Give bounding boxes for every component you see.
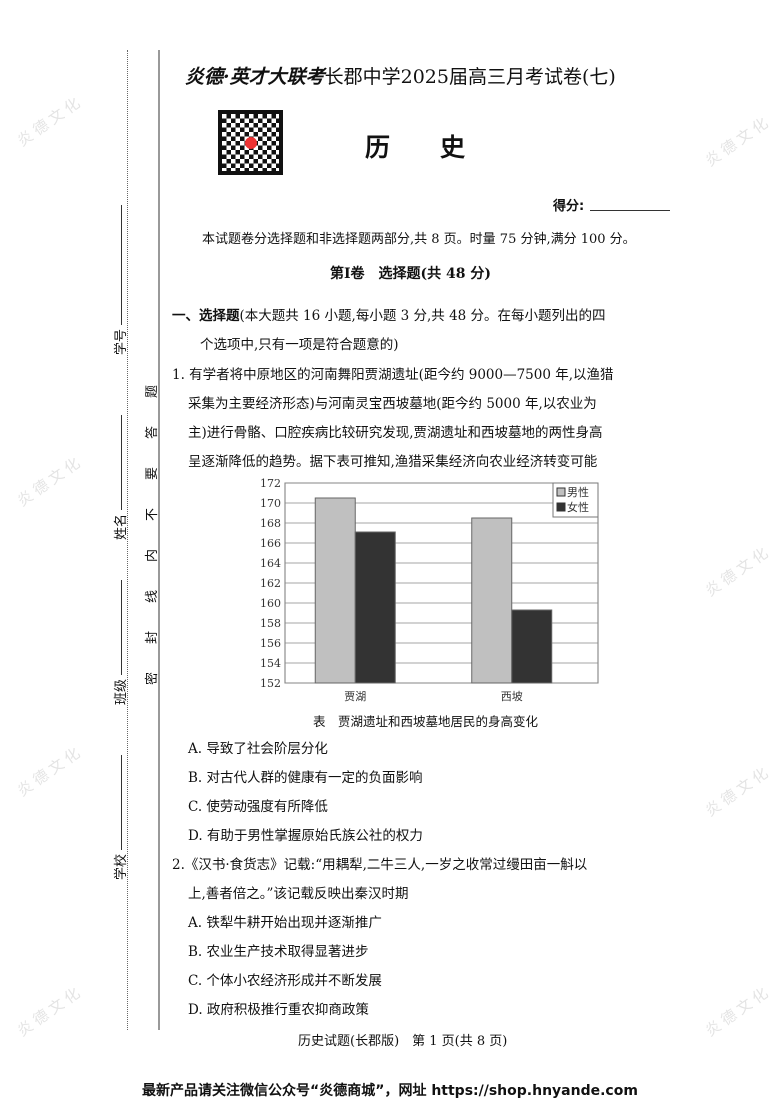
school-field[interactable]: 学校 xyxy=(110,754,129,880)
bar-男性 xyxy=(314,497,356,684)
y-tick-label: 166 xyxy=(260,537,281,550)
x-tick-label: 贾湖 xyxy=(344,690,366,703)
logo-icon xyxy=(245,137,257,149)
watermark: 炎德文化 xyxy=(13,741,87,801)
x-tick-label: 西坡 xyxy=(501,690,523,703)
promo-banner: 最新产品请关注微信公众号“炎德商城”，网址 https://shop.hnyan… xyxy=(142,1083,638,1099)
score-label: 得分: xyxy=(553,199,585,214)
class-field[interactable]: 班级 xyxy=(110,579,129,705)
part-text: 个选项中,只有一项是符合题意的) xyxy=(200,337,399,353)
page-footer: 历史试题(长郡版) 第 1 页(共 8 页) xyxy=(298,1034,508,1049)
fold-line xyxy=(127,50,128,1030)
watermark: 炎德文化 xyxy=(701,981,775,1041)
question-1-line: 主)进行骨骼、口腔疾病比较研究发现,贾湖遗址和西坡墓地的两性身高 xyxy=(188,425,603,441)
title: 长郡中学2025届高三月考试卷(七) xyxy=(324,66,616,88)
subject-title: 历 史 xyxy=(365,133,466,162)
y-tick-label: 164 xyxy=(260,557,281,570)
q2-option-c[interactable]: C. 个体小农经济形成并不断发展 xyxy=(188,973,382,989)
y-tick-label: 168 xyxy=(260,517,281,530)
legend-label: 男性 xyxy=(567,485,589,499)
q2-option-d[interactable]: D. 政府积极推行重农抑商政策 xyxy=(188,1002,369,1018)
bar-男性 xyxy=(471,517,513,684)
field-label: 学号 xyxy=(114,328,129,355)
field-label: 班级 xyxy=(114,678,129,705)
margin-rule xyxy=(158,50,160,1030)
question-1-line: 1. 有学者将中原地区的河南舞阳贾湖遗址(距今约 9000—7500 年,以渔猎 xyxy=(172,367,614,383)
y-tick-label: 170 xyxy=(260,497,281,510)
legend-swatch xyxy=(556,487,566,497)
watermark: 炎德文化 xyxy=(701,111,775,171)
bar-女性 xyxy=(511,609,553,684)
y-tick-label: 156 xyxy=(260,637,281,650)
watermark: 炎德文化 xyxy=(13,91,87,151)
q2-option-b[interactable]: B. 农业生产技术取得显著进步 xyxy=(188,944,369,960)
q1-option-b[interactable]: B. 对古代人群的健康有一定的负面影响 xyxy=(188,770,423,786)
y-tick-label: 158 xyxy=(260,617,281,630)
watermark: 炎德文化 xyxy=(13,451,87,511)
score-field[interactable] xyxy=(590,210,670,211)
brand: 炎德·英才大联考 xyxy=(185,66,325,88)
exam-title: 炎德·英才大联考长郡中学2025届高三月考试卷(七) xyxy=(185,62,616,89)
legend-label: 女性 xyxy=(567,500,589,514)
field-label: 学校 xyxy=(114,853,129,880)
student-number-field[interactable]: 学号 xyxy=(110,204,129,355)
intro: 本试题卷分选择题和非选择题两部分,共 8 页。时量 75 分钟,满分 100 分… xyxy=(202,232,636,247)
name-field[interactable]: 姓名 xyxy=(110,414,129,540)
qr-code xyxy=(218,110,283,175)
y-tick-label: 152 xyxy=(260,677,281,690)
part-heading: 一、选择题(本大题共 16 小题,每小题 3 分,共 48 分。在每小题列出的四 xyxy=(172,302,606,331)
watermark: 炎德文化 xyxy=(13,981,87,1041)
height-bar-chart: 152 154 156 158 160 162 164 166 168 170 172 贾湖 西坡 男性女… xyxy=(260,477,599,703)
y-tick-label: 172 xyxy=(260,477,281,490)
part-label: 一、选择题 xyxy=(172,308,240,324)
q1-option-c[interactable]: C. 使劳动强度有所降低 xyxy=(188,799,328,815)
part-text: (本大题共 16 小题,每小题 3 分,共 48 分。在每小题列出的四 xyxy=(239,308,606,324)
q1-option-d[interactable]: D. 有助于男性掌握原始氏族公社的权力 xyxy=(188,828,423,844)
y-tick-label: 154 xyxy=(260,657,281,670)
section-title: 第Ⅰ卷 选择题(共 48 分) xyxy=(330,266,492,282)
question-1-line: 呈逐渐降低的趋势。据下表可推知,渔猎采集经济向农业经济转变可能 xyxy=(188,454,598,470)
question-2-line: 2.《汉书·食货志》记载:“用耦犁,二牛三人,一岁之收常过缦田亩一斛以 xyxy=(172,857,588,873)
legend-swatch xyxy=(556,502,566,512)
field-label: 姓名 xyxy=(114,513,129,540)
q2-option-a[interactable]: A. 铁犁牛耕开始出现并逐渐推广 xyxy=(188,915,382,931)
chart-caption: 表 贾湖遗址和西坡墓地居民的身高变化 xyxy=(313,714,539,729)
question-1-line: 采集为主要经济形态)与河南灵宝西坡墓地(距今约 5000 年,以农业为 xyxy=(188,396,597,412)
seal-notice: 密封线内不要答题 xyxy=(145,356,160,685)
watermark: 炎德文化 xyxy=(701,761,775,821)
y-tick-label: 162 xyxy=(260,577,281,590)
q1-option-a[interactable]: A. 导致了社会阶层分化 xyxy=(188,741,328,757)
bar-女性 xyxy=(354,531,396,684)
watermark: 炎德文化 xyxy=(701,541,775,601)
y-tick-label: 160 xyxy=(260,597,281,610)
question-2-line: 上,善者倍之。”该记载反映出秦汉时期 xyxy=(188,886,409,902)
